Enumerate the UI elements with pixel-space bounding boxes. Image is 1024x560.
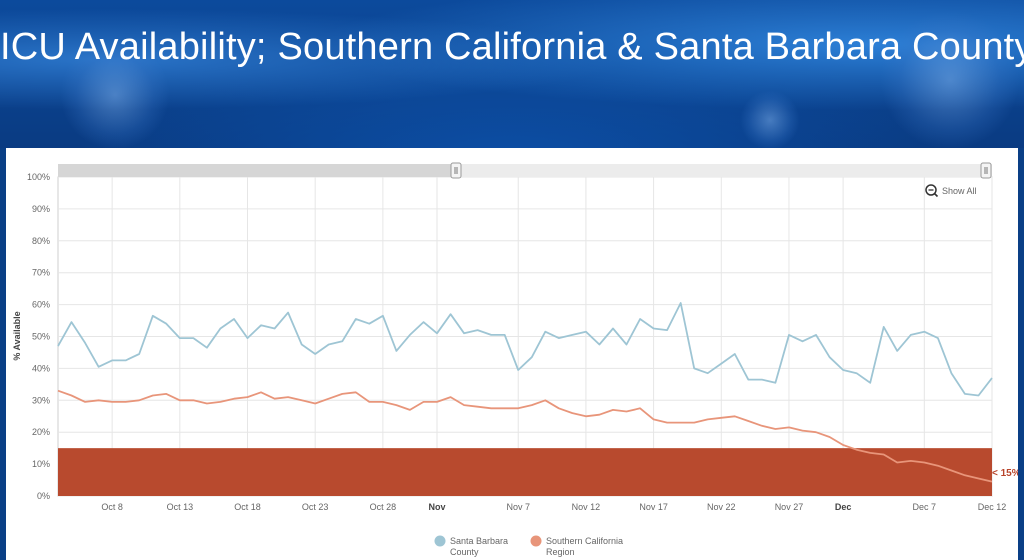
x-tick-label: Oct 18 — [234, 502, 261, 512]
y-tick-label: 50% — [32, 332, 50, 342]
x-tick-label: Oct 8 — [101, 502, 123, 512]
x-tick-label: Nov 27 — [775, 502, 804, 512]
y-axis-ticks: 0% 10% 20% 30% 40% 50% 60% 70% 80% 90% 100% — [27, 172, 50, 501]
x-tick-label: Nov 22 — [707, 502, 736, 512]
legend-marker-southern-california — [530, 535, 542, 547]
y-tick-label: 0% — [37, 491, 50, 501]
virus-decoration-mid — [740, 90, 800, 150]
legend-label-santa-barbara-line2: County — [450, 547, 479, 557]
line-chart: Show All < 15% 0% 10% 20% 30% 40% 50% 60% 70% 80… — [12, 162, 1018, 558]
series-layer — [57, 302, 993, 483]
range-handle-left[interactable] — [450, 162, 462, 179]
show-all-button[interactable]: Show All — [925, 184, 977, 198]
page-title: ICU Availability; Southern California & … — [0, 26, 1024, 68]
y-tick-label: 90% — [32, 204, 50, 214]
y-tick-label: 10% — [32, 459, 50, 469]
legend-item-santa-barbara[interactable]: Santa Barbara County — [434, 535, 511, 558]
x-tick-label: Dec 7 — [913, 502, 937, 512]
series-line-southern-california — [57, 389, 993, 483]
legend-item-southern-california[interactable]: Southern California Region — [530, 535, 626, 558]
show-all-label: Show All — [942, 186, 977, 196]
chart-panel: Show All < 15% 0% 10% 20% 30% 40% 50% 60% 70% 80… — [6, 148, 1018, 560]
y-axis-label: % Available — [12, 311, 22, 360]
y-tick-label: 60% — [32, 300, 50, 310]
x-tick-label: Nov — [429, 502, 446, 512]
legend-label-southern-california-line2: Region — [546, 547, 575, 557]
x-tick-label: Dec — [835, 502, 852, 512]
header-banner: ICU Availability; Southern California & … — [0, 0, 1024, 150]
critical-threshold-band — [58, 448, 992, 496]
y-tick-label: 30% — [32, 395, 50, 405]
virus-decoration-right — [880, 10, 1020, 150]
range-scrollbar-selected[interactable] — [58, 164, 456, 177]
x-tick-label: Oct 23 — [302, 502, 329, 512]
y-tick-label: 40% — [32, 363, 50, 373]
x-tick-label: Nov 7 — [506, 502, 530, 512]
y-tick-label: 20% — [32, 427, 50, 437]
threshold-label: < 15% — [992, 468, 1018, 479]
y-tick-label: 100% — [27, 172, 50, 182]
svg-text:Santa Barbara County: Santa Barbara County — [450, 536, 511, 557]
legend: Santa Barbara County Southern California… — [434, 535, 626, 558]
x-tick-label: Oct 13 — [167, 502, 194, 512]
legend-label-southern-california: Southern California — [546, 536, 623, 546]
legend-marker-santa-barbara — [434, 535, 446, 547]
legend-label-santa-barbara: Santa Barbara — [450, 536, 508, 546]
y-tick-label: 80% — [32, 236, 50, 246]
x-tick-label: Nov 12 — [572, 502, 601, 512]
virus-decoration-left — [60, 40, 170, 150]
zoom-out-icon — [925, 184, 937, 196]
y-tick-label: 70% — [32, 268, 50, 278]
range-handle-right[interactable] — [980, 162, 992, 179]
x-tick-label: Dec 12 — [978, 502, 1007, 512]
svg-text:Southern California Re: Southern California Region — [546, 536, 626, 557]
series-line-santa-barbara — [57, 302, 993, 397]
x-tick-label: Oct 28 — [370, 502, 397, 512]
x-tick-label: Nov 17 — [639, 502, 668, 512]
x-axis-ticks: Oct 8 Oct 13 Oct 18 Oct 23 Oct 28 Nov Nov 7 Nov… — [101, 502, 1006, 512]
